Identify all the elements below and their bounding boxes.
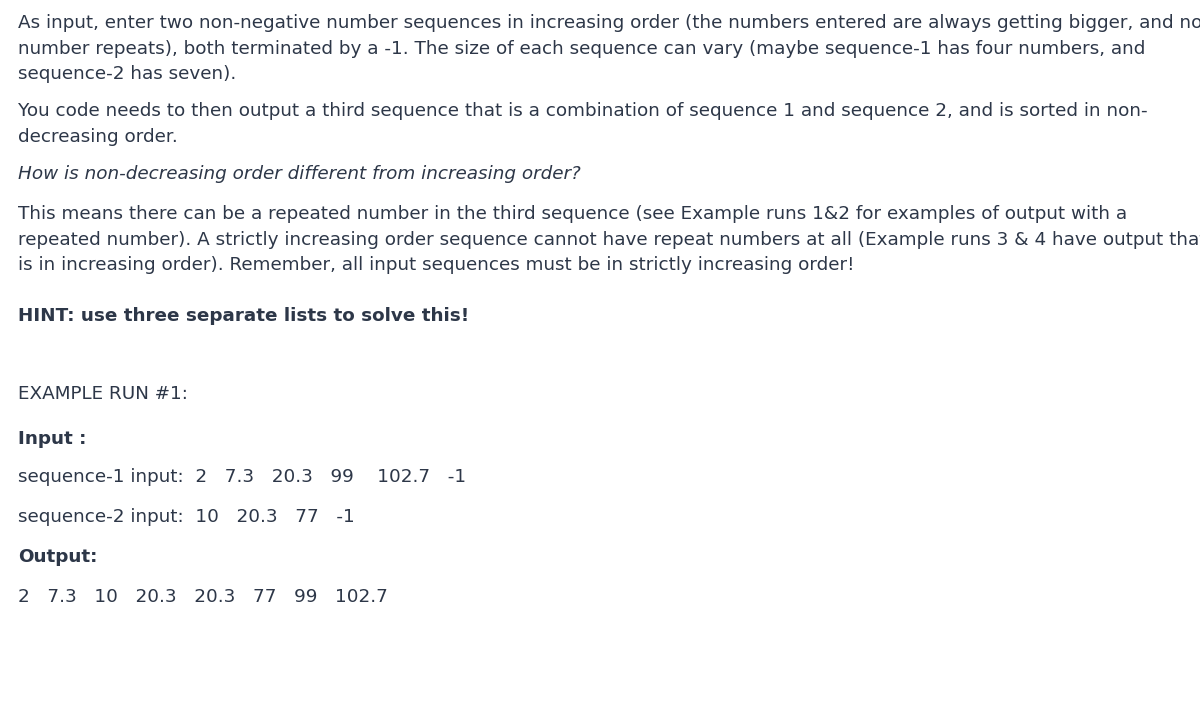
Text: sequence-1 input:  2   7.3   20.3   99    102.7   -1: sequence-1 input: 2 7.3 20.3 99 102.7 -1 — [18, 468, 466, 486]
Text: sequence-2 input:  10   20.3   77   -1: sequence-2 input: 10 20.3 77 -1 — [18, 508, 355, 526]
Text: Input :: Input : — [18, 430, 86, 448]
Text: This means there can be a repeated number in the third sequence (see Example run: This means there can be a repeated numbe… — [18, 205, 1200, 274]
Text: As input, enter two non-negative number sequences in increasing order (the numbe: As input, enter two non-negative number … — [18, 14, 1200, 83]
Text: 2   7.3   10   20.3   20.3   77   99   102.7: 2 7.3 10 20.3 20.3 77 99 102.7 — [18, 588, 388, 606]
Text: How is non-decreasing order different from increasing order?: How is non-decreasing order different fr… — [18, 165, 581, 183]
Text: HINT: use three separate lists to solve this!: HINT: use three separate lists to solve … — [18, 307, 469, 325]
Text: Output:: Output: — [18, 548, 97, 566]
Text: You code needs to then output a third sequence that is a combination of sequence: You code needs to then output a third se… — [18, 102, 1147, 146]
Text: EXAMPLE RUN #1:: EXAMPLE RUN #1: — [18, 385, 188, 403]
